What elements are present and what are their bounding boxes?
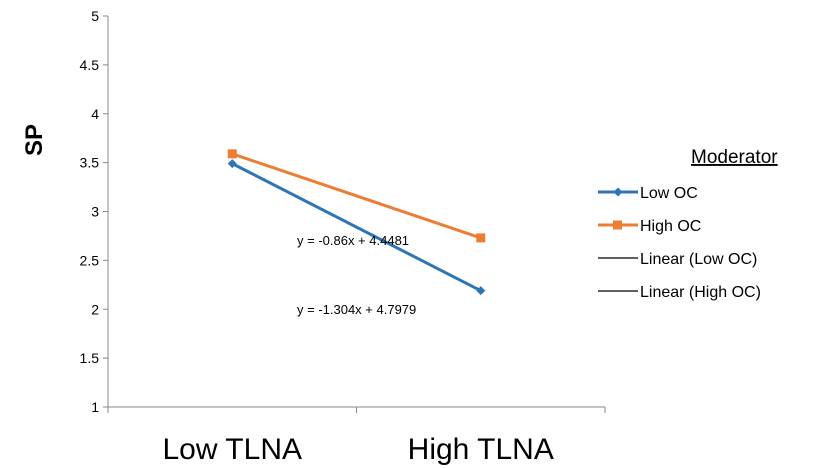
legend-label: Linear (High OC) xyxy=(640,284,761,301)
y-tick-label: 3.5 xyxy=(80,155,100,171)
trendline-equation: y = -1.304x + 4.7979 xyxy=(297,302,416,317)
y-tick-label: 4 xyxy=(91,106,99,122)
series-line xyxy=(231,152,482,240)
legend-label: Linear (Low OC) xyxy=(640,251,757,268)
y-tick-label: 1.5 xyxy=(80,350,100,366)
legend-label: High OC xyxy=(640,218,701,235)
x-category-label: Low TLNA xyxy=(162,433,302,466)
y-tick-label: 5 xyxy=(91,8,99,24)
x-category-label: High TLNA xyxy=(408,433,554,466)
trendline-equations: y = -1.304x + 4.7979 y = -0.86x + 4.4481 xyxy=(297,233,416,317)
y-tick-label: 4.5 xyxy=(80,57,100,73)
y-tick-label: 2.5 xyxy=(80,252,100,268)
legend-marker xyxy=(613,220,622,230)
data-point xyxy=(227,159,237,169)
data-point xyxy=(227,149,237,159)
legend-marker xyxy=(613,187,623,197)
legend: Moderator Low OC High OC Linear (Low OC) Lin… xyxy=(598,147,778,301)
y-axis-ticks: 1 1.5 2 2.5 3 3.5 4 4.5 5 xyxy=(80,8,108,415)
y-tick-label: 3 xyxy=(91,204,99,220)
legend-title: Moderator xyxy=(691,147,778,168)
axes xyxy=(107,16,606,413)
legend-label: Low OC xyxy=(640,185,698,202)
x-axis-categories: Low TLNA High TLNA xyxy=(162,433,553,466)
series xyxy=(227,149,486,296)
data-point xyxy=(476,286,486,296)
y-tick-label: 1 xyxy=(91,399,99,415)
y-axis-label: SP xyxy=(21,124,48,156)
data-point xyxy=(476,233,486,243)
series-line xyxy=(231,162,482,293)
trendline-equation: y = -0.86x + 4.4481 xyxy=(297,233,409,248)
y-tick-label: 2 xyxy=(91,301,99,317)
